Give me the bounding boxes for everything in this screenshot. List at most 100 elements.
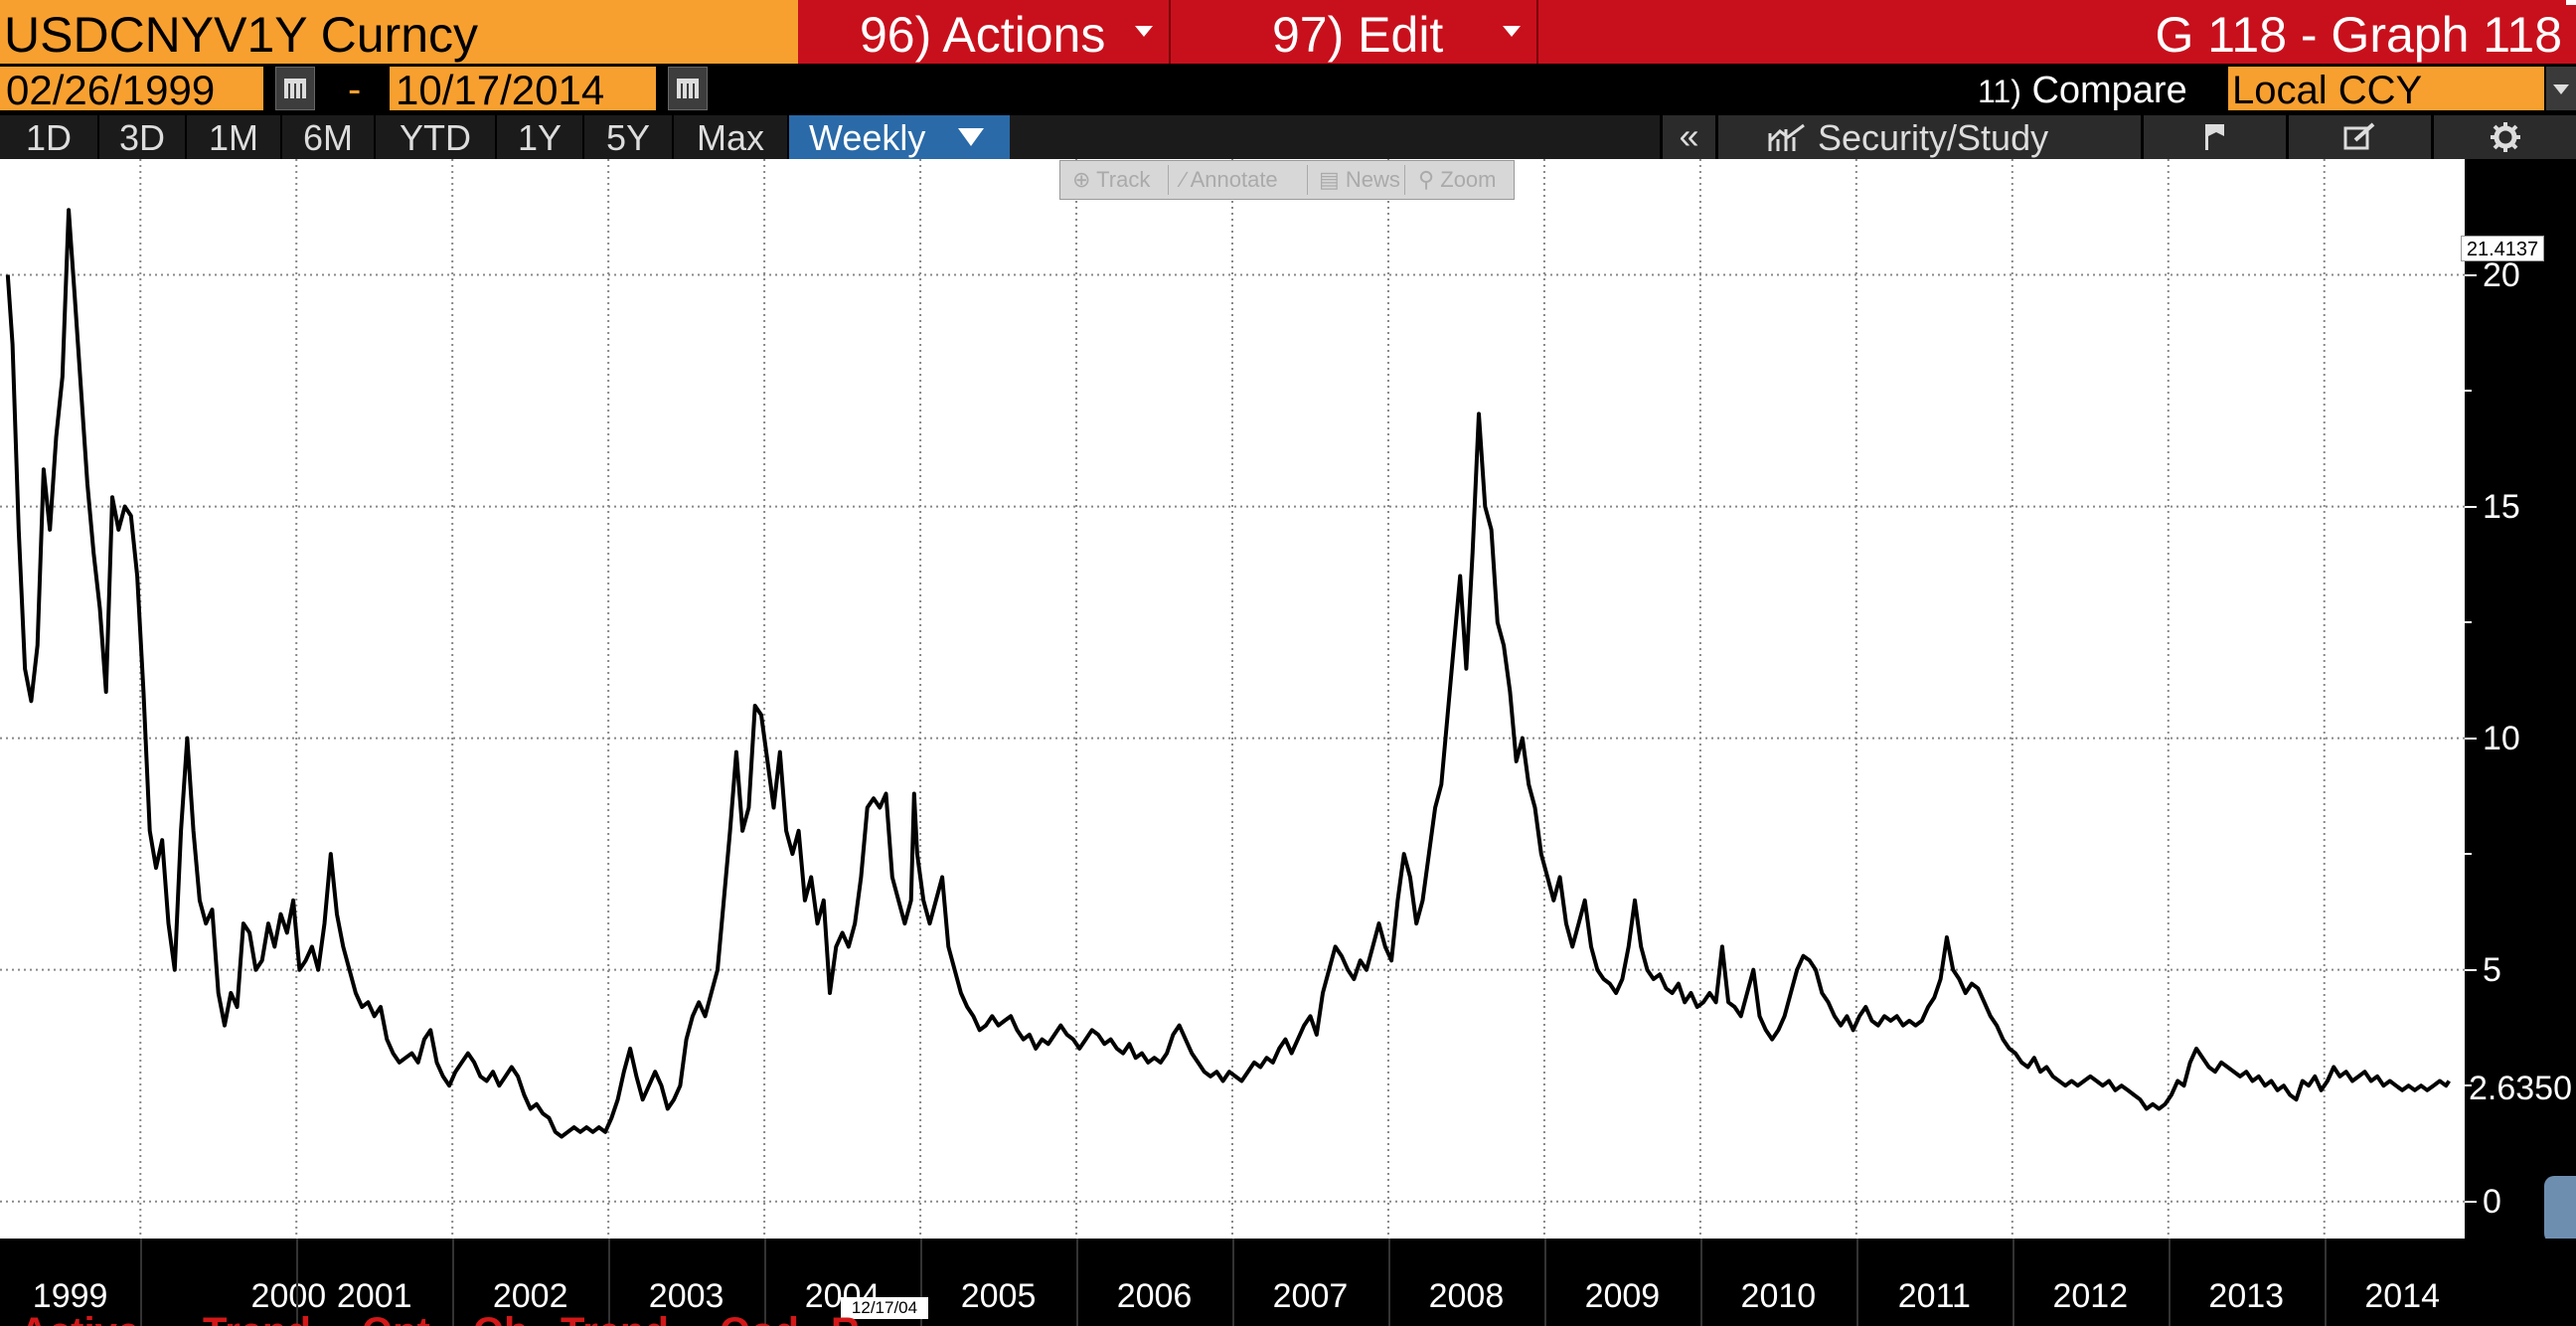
frequency-select[interactable]: Weekly	[789, 115, 1010, 159]
zoom-label: Zoom	[1440, 167, 1497, 192]
y-minor-tick	[2465, 853, 2472, 856]
graph-title: G 118 - Graph 118	[2155, 7, 2563, 63]
x-tick-label: 2001	[336, 1277, 412, 1315]
zoom-tool[interactable]: ⚲ Zoom	[1418, 161, 1497, 199]
price-series-line[interactable]	[5, 208, 2451, 1139]
annotate-tool[interactable]: ∕ Annotate	[1182, 161, 1278, 199]
annotate-label: Annotate	[1190, 167, 1278, 192]
x-year-divider	[140, 1239, 143, 1326]
x-tick-label: 2014	[2364, 1277, 2441, 1315]
period-tab-3d[interactable]: 3D	[99, 115, 187, 159]
x-year-divider	[452, 1239, 455, 1326]
ticker-word: Ood	[720, 1312, 799, 1326]
settings-button[interactable]	[2431, 115, 2576, 159]
y-tick-label: 15	[2483, 487, 2520, 526]
pencil-icon: ∕	[1182, 167, 1186, 192]
news-icon: ▤	[1319, 167, 1340, 192]
currency-select[interactable]: Local CCY	[2228, 67, 2544, 112]
y-minor-tick	[2465, 390, 2472, 393]
calendar-icon[interactable]	[275, 67, 315, 110]
side-panel-tab[interactable]	[2544, 1176, 2576, 1243]
security-ticker-field[interactable]: USDCNYV1Y Curncy	[0, 0, 798, 64]
y-tick-label: 0	[2483, 1182, 2501, 1221]
security-study-button[interactable]: Security/Study	[1715, 115, 2141, 159]
x-year-divider	[1076, 1239, 1079, 1326]
title-bar: USDCNYV1Y Curncy 96) Actions 97) Edit G …	[0, 0, 2576, 64]
track-label: Track	[1096, 167, 1151, 192]
collapse-button[interactable]: «	[1660, 115, 1715, 159]
compare-button[interactable]: 11) Compare	[1978, 64, 2187, 118]
period-tab-5y[interactable]: 5Y	[584, 115, 674, 159]
y-tick-mark	[2465, 737, 2477, 740]
x-tick-label: 2000	[250, 1277, 327, 1315]
last-value-label: 2.6350	[2469, 1070, 2572, 1107]
period-tab-1y[interactable]: 1Y	[497, 115, 584, 159]
period-tab-1m[interactable]: 1M	[187, 115, 282, 159]
track-tool[interactable]: ⊕ Track	[1072, 161, 1150, 199]
end-date-field[interactable]: 10/17/2014	[390, 67, 656, 113]
x-tick-label: 2012	[2052, 1277, 2129, 1315]
news-ticker-strip: Active Trend Opt Ob Trend Ood R	[0, 1312, 1491, 1326]
news-label: News	[1345, 167, 1400, 192]
x-tick-label: 2011	[1897, 1277, 1971, 1315]
chart-toolbar: ⊕ Track ∕ Annotate ▤ News ⚲ Zoom	[1059, 160, 1515, 200]
period-toolbar: 1D 3D 1M 6M YTD 1Y 5Y Max Weekly « Secur…	[0, 115, 2576, 159]
x-axis: 1999 2000 2001 2002 2003 2004 2005 2006 2007 2008…	[0, 1239, 2576, 1326]
y-minor-tick	[2465, 621, 2472, 624]
start-date-field[interactable]: 02/26/1999	[0, 67, 263, 113]
chevron-down-icon[interactable]	[2546, 67, 2576, 110]
period-tab-max[interactable]: Max	[674, 115, 789, 159]
chart-plot-area[interactable]	[0, 159, 2465, 1239]
y-tick-label: 10	[2483, 719, 2520, 757]
annotation-button[interactable]	[2286, 115, 2431, 159]
y-tick-mark	[2465, 968, 2477, 971]
y-tick-label: 20	[2483, 255, 2520, 294]
actions-menu-button[interactable]: 96) Actions	[800, 0, 1171, 64]
x-year-divider	[764, 1239, 767, 1326]
news-tool[interactable]: ▤ News	[1319, 161, 1400, 199]
y-minor-tick	[2465, 1084, 2472, 1087]
x-tick-label: 2005	[960, 1277, 1037, 1315]
crosshair-date-label: 12/17/04	[841, 1297, 928, 1319]
calendar-icon[interactable]	[668, 67, 708, 110]
x-year-divider	[1855, 1239, 1858, 1326]
x-year-divider	[1387, 1239, 1390, 1326]
ticker-word: Trend	[203, 1312, 311, 1326]
ticker-word: Opt	[362, 1312, 430, 1326]
pencil-note-icon	[2343, 122, 2374, 150]
price-chart[interactable]	[0, 159, 2465, 1239]
x-tick-label: 2002	[492, 1277, 568, 1315]
zoom-icon: ⚲	[1418, 167, 1435, 192]
y-tick-mark	[2465, 505, 2477, 508]
crosshair-icon: ⊕	[1072, 167, 1091, 192]
y-tick-label: 5	[2483, 950, 2501, 989]
compare-number: 11)	[1978, 74, 2021, 109]
x-tick-label: 2006	[1116, 1277, 1193, 1315]
security-study-label: Security/Study	[1818, 117, 2049, 158]
x-year-divider	[2168, 1239, 2171, 1326]
bookmark-button[interactable]	[2141, 115, 2286, 159]
x-tick-label: 2009	[1584, 1277, 1661, 1315]
chevron-down-icon	[958, 128, 984, 146]
bookmark-icon	[2204, 124, 2224, 150]
date-separator: -	[348, 68, 362, 111]
period-tab-1d[interactable]: 1D	[0, 115, 99, 159]
gear-icon	[2490, 122, 2520, 152]
x-tick-label: 2003	[648, 1277, 724, 1315]
compare-label: Compare	[2031, 70, 2187, 111]
edit-label: 97) Edit	[1272, 7, 1444, 63]
corner-marker	[2566, 0, 2576, 5]
period-tab-ytd[interactable]: YTD	[376, 115, 497, 159]
edit-menu-button[interactable]: 97) Edit	[1173, 0, 1538, 64]
x-year-divider	[1543, 1239, 1546, 1326]
y-axis: 0 5 10 15 20	[2465, 159, 2576, 1239]
x-year-divider	[2324, 1239, 2327, 1326]
max-value-label: 21.4137	[2461, 236, 2544, 261]
x-tick-label: 2013	[2208, 1277, 2285, 1315]
period-tab-6m[interactable]: 6M	[282, 115, 376, 159]
x-year-divider	[608, 1239, 611, 1326]
y-tick-mark	[2465, 1200, 2477, 1203]
dropdown-caret-icon	[1503, 26, 1521, 37]
y-tick-mark	[2465, 273, 2477, 276]
x-year-divider	[2012, 1239, 2014, 1326]
